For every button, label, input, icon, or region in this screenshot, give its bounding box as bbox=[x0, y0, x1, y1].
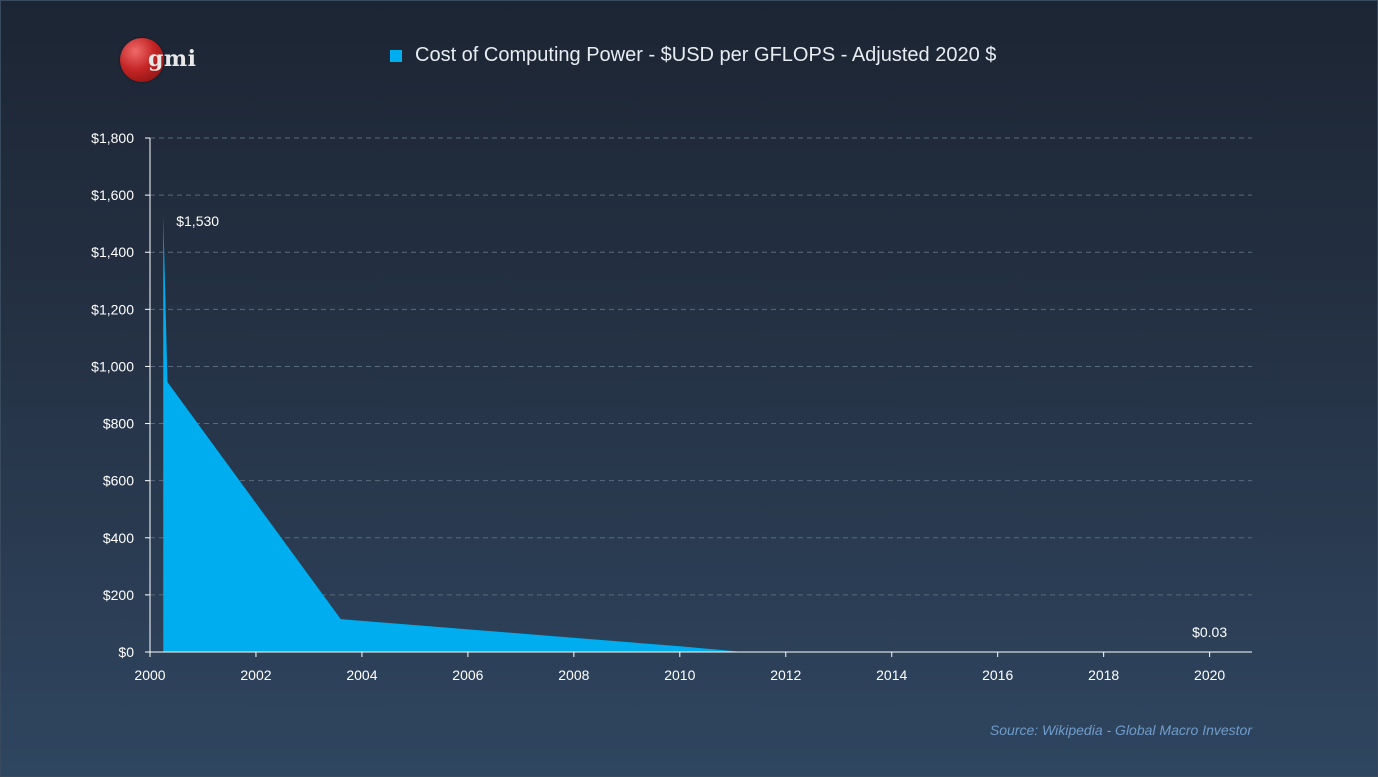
globe-icon bbox=[120, 38, 164, 82]
legend-swatch bbox=[390, 49, 402, 62]
logo-text: gmi bbox=[148, 46, 197, 72]
chart-title: Cost of Computing Power - $USD per GFLOP… bbox=[415, 44, 997, 66]
x-tick-label-2020: 2020 bbox=[1194, 667, 1225, 683]
x-tick-label-2004: 2004 bbox=[346, 667, 377, 683]
y-tick-label-1400: $1,400 bbox=[91, 244, 134, 260]
x-tick-label-2018: 2018 bbox=[1088, 667, 1119, 683]
chart-legend-title: Cost of Computing Power - $USD per GFLOP… bbox=[390, 44, 996, 67]
y-tick-label-1600: $1,600 bbox=[91, 187, 134, 203]
y-tick-label-0: $0 bbox=[118, 644, 134, 660]
x-tick-label-2012: 2012 bbox=[770, 667, 801, 683]
source-note: Source: Wikipedia - Global Macro Investo… bbox=[989, 722, 1252, 738]
x-tick-label-2010: 2010 bbox=[664, 667, 695, 683]
y-tick-label-200: $200 bbox=[103, 587, 134, 603]
series-area-0 bbox=[163, 215, 1210, 652]
data-label-1: $0.03 bbox=[1192, 624, 1227, 640]
x-tick-label-2002: 2002 bbox=[240, 667, 271, 683]
x-tick-label-2008: 2008 bbox=[558, 667, 589, 683]
y-tick-label-1200: $1,200 bbox=[91, 301, 134, 317]
x-tick-label-2006: 2006 bbox=[452, 667, 483, 683]
x-tick-label-2016: 2016 bbox=[982, 667, 1013, 683]
y-tick-label-600: $600 bbox=[103, 473, 134, 489]
y-tick-label-800: $800 bbox=[103, 416, 134, 432]
x-tick-label-2000: 2000 bbox=[134, 667, 165, 683]
y-tick-label-1800: $1,800 bbox=[91, 130, 134, 146]
y-tick-label-1000: $1,000 bbox=[91, 358, 134, 374]
gmi-logo: gmi bbox=[120, 36, 210, 86]
x-tick-label-2014: 2014 bbox=[876, 667, 907, 683]
y-tick-label-400: $400 bbox=[103, 530, 134, 546]
data-label-0: $1,530 bbox=[176, 213, 219, 229]
